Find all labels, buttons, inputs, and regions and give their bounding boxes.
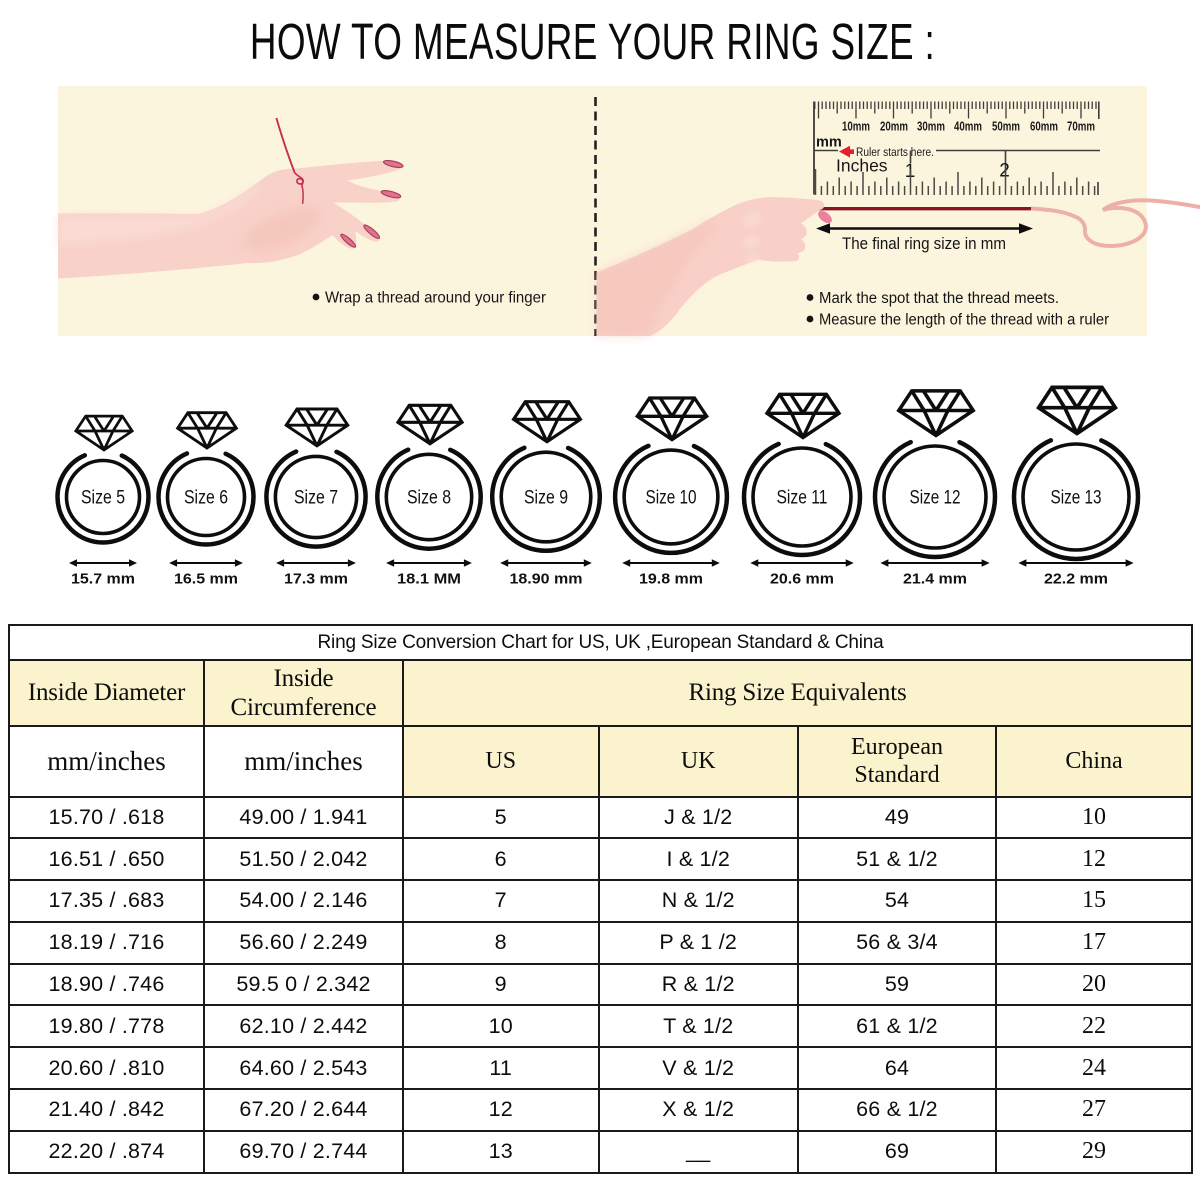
svg-text:19.8 mm: 19.8 mm <box>639 572 703 588</box>
svg-text:18.90 mm: 18.90 mm <box>510 572 583 588</box>
svg-text:20mm: 20mm <box>880 120 908 134</box>
svg-text:Size 10: Size 10 <box>646 488 697 509</box>
svg-text:Size 11: Size 11 <box>777 488 828 509</box>
svg-text:20.6 mm: 20.6 mm <box>770 572 834 588</box>
svg-text:10mm: 10mm <box>842 120 870 134</box>
svg-text:Size 9: Size 9 <box>524 488 568 509</box>
svg-text:Mark the spot that the thread: Mark the spot that the thread meets. <box>819 290 1059 307</box>
svg-text:Size 7: Size 7 <box>294 488 338 509</box>
svg-text:16.5 mm: 16.5 mm <box>174 572 238 588</box>
svg-text:Ruler starts here.: Ruler starts here. <box>856 145 934 159</box>
svg-text:mm: mm <box>816 135 842 151</box>
svg-text:Wrap a thread around your fing: Wrap a thread around your finger <box>325 290 547 307</box>
svg-text:50mm: 50mm <box>992 120 1020 134</box>
svg-text:60mm: 60mm <box>1030 120 1058 134</box>
svg-text:The final ring size in mm: The final ring size in mm <box>842 235 1006 253</box>
svg-text:22.2 mm: 22.2 mm <box>1044 572 1108 588</box>
svg-text:2: 2 <box>999 161 1010 182</box>
svg-text:30mm: 30mm <box>917 120 945 134</box>
svg-text:21.4 mm: 21.4 mm <box>903 572 967 588</box>
svg-text:70mm: 70mm <box>1067 120 1095 134</box>
svg-text:17.3 mm: 17.3 mm <box>284 572 348 588</box>
svg-text:Size 8: Size 8 <box>407 488 451 509</box>
svg-text:Size 5: Size 5 <box>81 488 125 509</box>
svg-text:Size 12: Size 12 <box>910 488 961 509</box>
svg-text:18.1 MM: 18.1 MM <box>397 572 461 588</box>
svg-text:15.7 mm: 15.7 mm <box>71 572 135 588</box>
svg-text:Size 6: Size 6 <box>184 488 228 509</box>
svg-text:Measure the length of the thre: Measure the length of the thread with a … <box>819 312 1109 329</box>
svg-text:Inches: Inches <box>836 156 888 176</box>
svg-text:40mm: 40mm <box>954 120 982 134</box>
svg-text:Size 13: Size 13 <box>1051 488 1102 509</box>
